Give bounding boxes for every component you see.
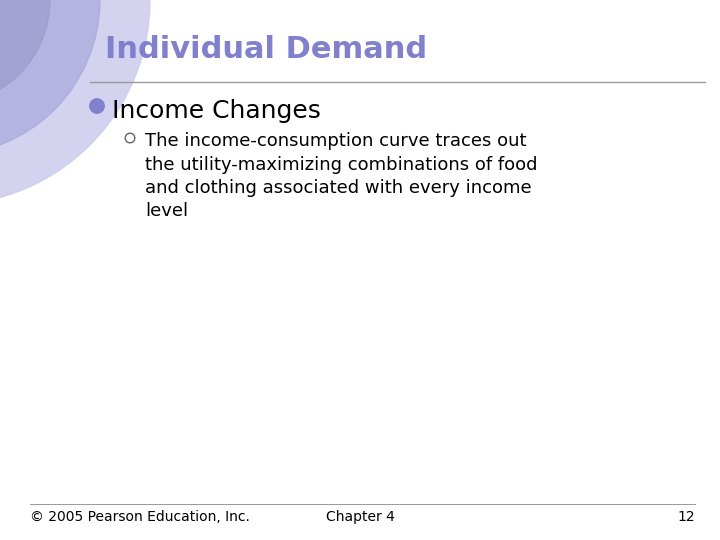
Text: the utility-maximizing combinations of food: the utility-maximizing combinations of f… [145,156,538,173]
Text: level: level [145,202,188,220]
Text: The income-consumption curve traces out: The income-consumption curve traces out [145,132,526,150]
Text: 12: 12 [678,510,695,524]
Circle shape [0,0,100,155]
Text: © 2005 Pearson Education, Inc.: © 2005 Pearson Education, Inc. [30,510,250,524]
Text: Chapter 4: Chapter 4 [325,510,395,524]
Circle shape [0,0,50,105]
Text: and clothing associated with every income: and clothing associated with every incom… [145,179,531,197]
Circle shape [0,0,150,205]
Text: Income Changes: Income Changes [112,99,321,123]
Text: Individual Demand: Individual Demand [105,35,427,64]
Circle shape [90,99,104,113]
Circle shape [125,133,135,143]
